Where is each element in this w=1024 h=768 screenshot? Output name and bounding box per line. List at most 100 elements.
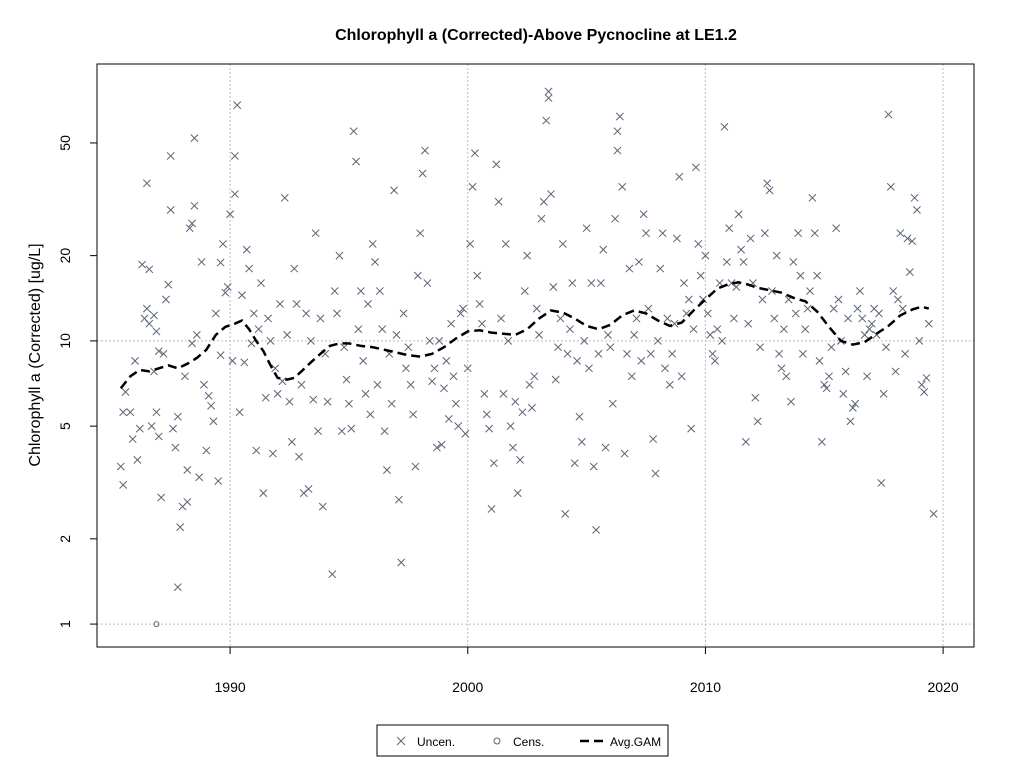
chart-title: Chlorophyll a (Corrected)-Above Pycnocli… [335, 27, 737, 44]
data-point-uncen [577, 437, 586, 446]
data-point-uncen [157, 493, 166, 502]
plot-frame [96, 63, 975, 648]
data-point-uncen [245, 264, 254, 273]
data-point-uncen [920, 388, 929, 396]
data-point-uncen [444, 415, 453, 423]
data-point-uncen [691, 163, 700, 172]
data-point-uncen [834, 295, 843, 304]
data-point-uncen [425, 336, 434, 345]
data-point-uncen [335, 251, 344, 260]
data-point-uncen [169, 424, 178, 433]
data-point-uncen [620, 449, 629, 458]
data-point-uncen [820, 380, 829, 389]
data-point-uncen [214, 477, 223, 485]
data-point-uncen [292, 300, 301, 308]
data-point-uncen [561, 509, 570, 518]
data-point-uncen [653, 336, 662, 345]
data-point-uncen [689, 325, 698, 334]
data-point-uncen [627, 372, 636, 381]
data-point-uncen [413, 271, 422, 280]
data-point-uncen [708, 349, 717, 358]
data-point-uncen [211, 309, 220, 318]
data-point-uncen [173, 412, 182, 421]
data-point-uncen [387, 399, 396, 408]
data-point-uncen [199, 380, 208, 389]
data-point-uncen [188, 339, 197, 348]
data-point-uncen [915, 336, 924, 345]
x-tick-label: 1990 [215, 679, 246, 695]
data-point-uncen [430, 364, 439, 373]
data-point-uncen [796, 271, 805, 280]
data-point-uncen [216, 351, 225, 360]
data-point-uncen [342, 375, 351, 384]
data-point-uncen [898, 304, 907, 313]
data-point-uncen [530, 372, 539, 381]
data-point-uncen [257, 279, 265, 288]
data-point-uncen [461, 429, 470, 438]
data-point-uncen [154, 347, 163, 356]
data-point-uncen [421, 146, 429, 155]
data-point-uncen [406, 380, 415, 389]
data-point-uncen [219, 239, 227, 248]
data-point-uncen [492, 160, 501, 169]
data-point-uncen [782, 372, 791, 381]
data-point-uncen [207, 401, 216, 410]
data-point-uncen [152, 327, 161, 336]
data-point-uncen [535, 330, 544, 339]
data-point-uncen [197, 257, 206, 266]
data-point-uncen [394, 495, 403, 504]
data-point-uncen [147, 422, 156, 431]
data-point-uncen [594, 349, 603, 358]
data-point-uncen [694, 239, 703, 248]
data-point-uncen [727, 279, 736, 288]
data-point-uncen [730, 314, 738, 323]
data-point-uncen [532, 304, 541, 313]
data-point-uncen [352, 157, 361, 166]
data-point-uncen [240, 358, 249, 367]
data-point-uncen [173, 583, 182, 592]
data-point-uncen [756, 343, 765, 352]
data-point-uncen [283, 330, 292, 339]
data-point-uncen [639, 210, 648, 219]
data-point-uncen [846, 417, 855, 426]
data-point-uncen [347, 424, 356, 433]
data-point-uncen [494, 197, 503, 206]
data-point-uncen [221, 288, 230, 297]
y-axis: 1 2 5 10 20 50 [57, 135, 97, 628]
data-point-uncen [133, 455, 142, 464]
data-point-uncen [732, 283, 741, 291]
data-point-uncen [404, 343, 413, 352]
data-point-uncen [832, 224, 841, 233]
data-point-uncen [542, 116, 551, 125]
data-point-uncen [760, 229, 769, 238]
data-point-uncen [789, 257, 798, 266]
data-point-uncen [340, 343, 349, 352]
data-point-uncen [663, 314, 672, 323]
data-point-uncen [359, 356, 368, 365]
data-point-uncen [853, 304, 862, 313]
data-point-uncen [468, 182, 477, 191]
data-point-uncen [661, 364, 669, 373]
data-point-uncen [625, 264, 634, 273]
data-point-uncen [874, 309, 883, 318]
x-axis: 1990 2000 2010 2020 [215, 647, 959, 695]
data-point-uncen [580, 336, 589, 345]
data-point-uncen [611, 214, 620, 223]
data-point-uncen [440, 384, 448, 393]
data-point-uncen [314, 427, 322, 436]
data-point-uncen [145, 319, 154, 328]
data-point-uncen [192, 330, 201, 339]
data-point-uncen [128, 435, 137, 444]
y-axis-label: Chlorophyll a (Corrected) [ug/L] [27, 243, 44, 466]
data-point-uncen [223, 283, 232, 291]
data-point-uncen [722, 257, 731, 266]
data-point-uncen [687, 424, 696, 433]
data-point-uncen [518, 408, 527, 417]
data-point-uncen [539, 197, 548, 206]
data-point-uncen [810, 229, 819, 238]
data-point-uncen [142, 304, 151, 313]
data-point-uncen [901, 349, 910, 358]
data-point-uncen [161, 295, 170, 304]
data-point-uncen [751, 393, 760, 402]
